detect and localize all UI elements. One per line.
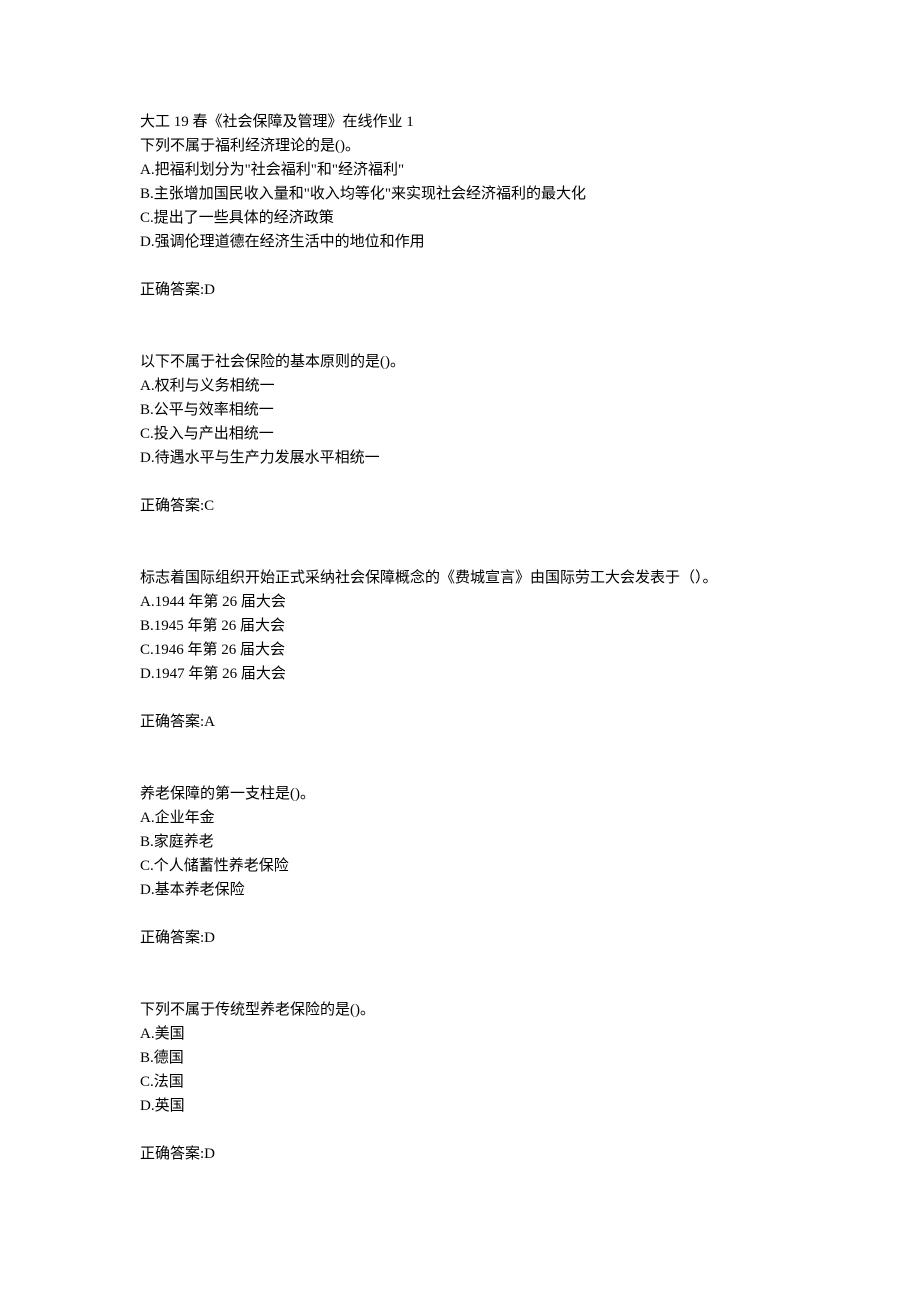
question-block: 以下不属于社会保险的基本原则的是()。 A.权利与义务相统一 B.公平与效率相统… [140, 350, 780, 518]
option-a: A.把福利划分为"社会福利"和"经济福利" [140, 158, 780, 182]
question-text: 下列不属于福利经济理论的是()。 [140, 134, 780, 158]
option-b: B.家庭养老 [140, 830, 780, 854]
question-block: 下列不属于传统型养老保险的是()。 A.美国 B.德国 C.法国 D.英国 正确… [140, 998, 780, 1166]
document-title: 大工 19 春《社会保障及管理》在线作业 1 [140, 110, 780, 134]
option-c: C.投入与产出相统一 [140, 422, 780, 446]
answer-text: 正确答案:D [140, 926, 780, 950]
answer-text: 正确答案:D [140, 1142, 780, 1166]
question-block: 标志着国际组织开始正式采纳社会保障概念的《费城宣言》由国际劳工大会发表于（）。 … [140, 566, 780, 734]
question-text: 以下不属于社会保险的基本原则的是()。 [140, 350, 780, 374]
answer-text: 正确答案:C [140, 494, 780, 518]
answer-text: 正确答案:D [140, 278, 780, 302]
option-c: C.提出了一些具体的经济政策 [140, 206, 780, 230]
question-text: 下列不属于传统型养老保险的是()。 [140, 998, 780, 1022]
option-d: D.强调伦理道德在经济生活中的地位和作用 [140, 230, 780, 254]
option-b: B.1945 年第 26 届大会 [140, 614, 780, 638]
option-b: B.主张增加国民收入量和"收入均等化"来实现社会经济福利的最大化 [140, 182, 780, 206]
option-d: D.待遇水平与生产力发展水平相统一 [140, 446, 780, 470]
option-c: C.法国 [140, 1070, 780, 1094]
answer-text: 正确答案:A [140, 710, 780, 734]
option-c: C.1946 年第 26 届大会 [140, 638, 780, 662]
question-text: 标志着国际组织开始正式采纳社会保障概念的《费城宣言》由国际劳工大会发表于（）。 [140, 566, 780, 590]
option-d: D.英国 [140, 1094, 780, 1118]
option-a: A.权利与义务相统一 [140, 374, 780, 398]
option-a: A.美国 [140, 1022, 780, 1046]
option-c: C.个人储蓄性养老保险 [140, 854, 780, 878]
question-text: 养老保障的第一支柱是()。 [140, 782, 780, 806]
option-b: B.公平与效率相统一 [140, 398, 780, 422]
option-d: D.1947 年第 26 届大会 [140, 662, 780, 686]
option-b: B.德国 [140, 1046, 780, 1070]
option-a: A.1944 年第 26 届大会 [140, 590, 780, 614]
question-block: 下列不属于福利经济理论的是()。 A.把福利划分为"社会福利"和"经济福利" B… [140, 134, 780, 302]
option-a: A.企业年金 [140, 806, 780, 830]
question-block: 养老保障的第一支柱是()。 A.企业年金 B.家庭养老 C.个人储蓄性养老保险 … [140, 782, 780, 950]
option-d: D.基本养老保险 [140, 878, 780, 902]
